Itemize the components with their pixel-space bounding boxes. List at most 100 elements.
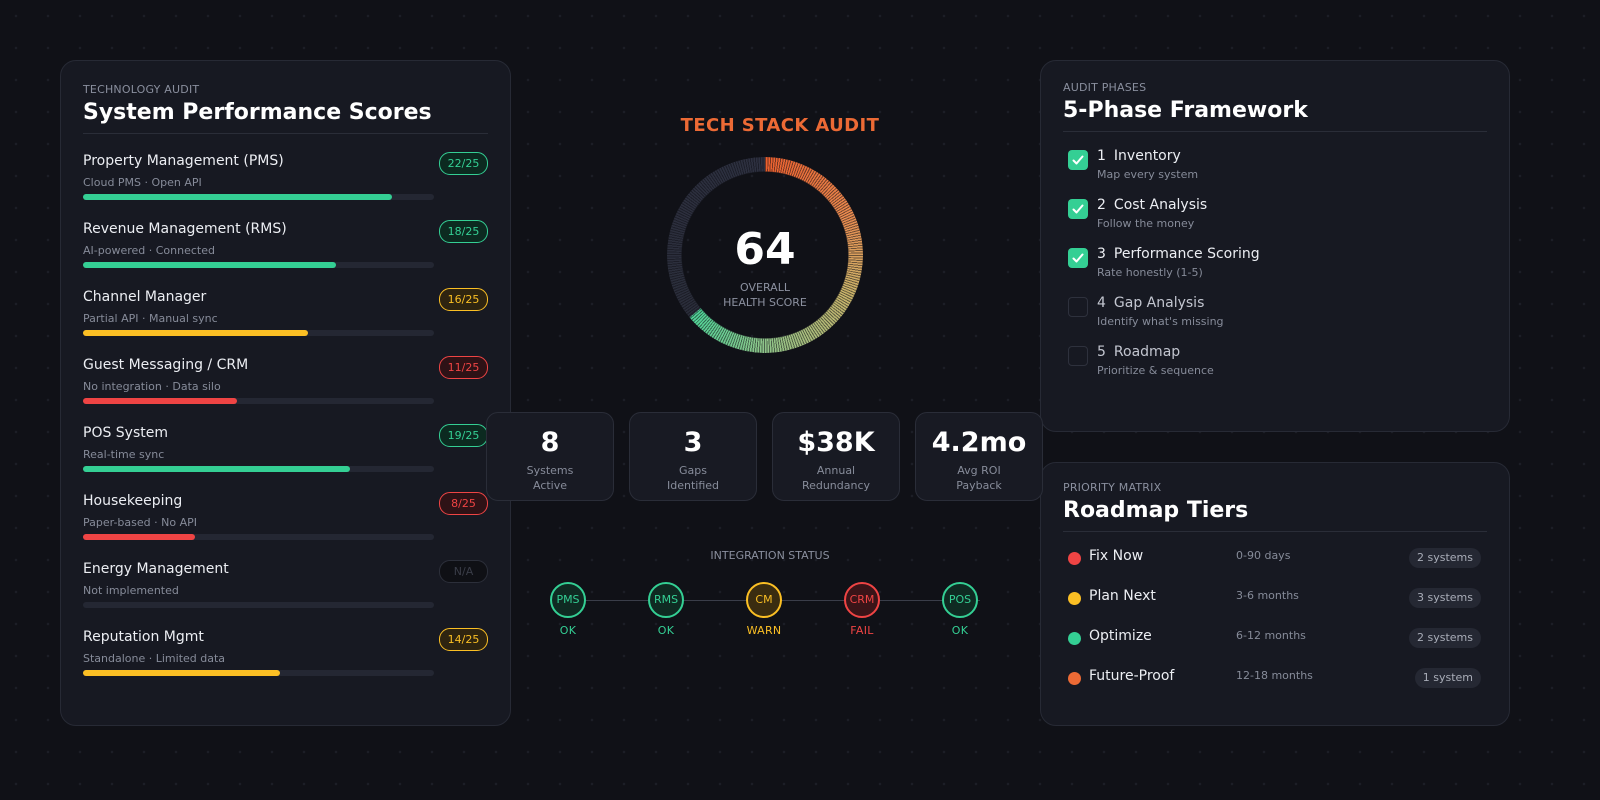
health-score-value: 64: [734, 224, 796, 275]
phase-item[interactable]: 1 Inventory Map every system: [1063, 138, 1487, 187]
phase-name: Cost Analysis: [1113, 197, 1208, 213]
score-row[interactable]: Property Management (PMS) Cloud PMS · Op…: [83, 144, 488, 212]
score-badge: 19/25: [439, 424, 488, 447]
stat-value: $38K: [797, 427, 875, 458]
phase-name: Inventory: [1113, 148, 1181, 164]
stat-label-line2: Identified: [666, 479, 719, 492]
score-bar: [83, 534, 434, 540]
divider: [83, 133, 488, 134]
integration-node-pos[interactable]: POS: [942, 582, 978, 618]
stat-label: Gaps Identified: [630, 463, 756, 493]
roadmap-tiers-panel: PRIORITY MATRIX Roadmap Tiers Fix Now 0-…: [1040, 462, 1510, 726]
integration-status-crm: FAIL: [850, 624, 874, 637]
stat-label-line1: Avg ROI: [957, 464, 1001, 477]
phase-checkbox[interactable]: [1068, 248, 1088, 268]
score-bar-fill: [83, 262, 336, 268]
system-detail: Paper-based · No API: [83, 516, 197, 529]
stat-card-systems: 8 Systems Active: [486, 412, 614, 501]
score-badge: 22/25: [439, 152, 488, 175]
tier-name: Future-Proof: [1089, 668, 1175, 684]
score-bar-fill: [83, 398, 238, 404]
phase-description: Prioritize & sequence: [1097, 364, 1214, 377]
score-row[interactable]: POS System Real-time sync 19/25: [83, 416, 488, 484]
phase-description: Rate honestly (1-5): [1097, 266, 1203, 279]
system-name: Reputation Mgmt: [83, 629, 204, 645]
score-bar: [83, 262, 434, 268]
phase-title: 4 Gap Analysis: [1097, 295, 1204, 311]
score-row[interactable]: Reputation Mgmt Standalone · Limited dat…: [83, 620, 488, 688]
integration-node-crm[interactable]: CRM: [844, 582, 880, 618]
system-name: Guest Messaging / CRM: [83, 357, 249, 373]
tier-row[interactable]: Optimize 6-12 months 2 systems: [1063, 616, 1487, 656]
phase-item[interactable]: 4 Gap Analysis Identify what's missing: [1063, 285, 1487, 334]
tier-count-badge: 2 systems: [1409, 628, 1481, 648]
phase-number: 3: [1097, 246, 1106, 262]
score-badge: 18/25: [439, 220, 488, 243]
stat-label: Annual Redundancy: [773, 463, 899, 493]
score-bar: [83, 602, 434, 608]
score-badge: 8/25: [439, 492, 488, 515]
phase-item[interactable]: 2 Cost Analysis Follow the money: [1063, 187, 1487, 236]
check-icon: [1072, 253, 1084, 263]
health-ring-texture: [667, 157, 863, 353]
tier-row[interactable]: Fix Now 0-90 days 2 systems: [1063, 536, 1487, 576]
audit-phases-panel: AUDIT PHASES 5-Phase Framework 1 Inventor…: [1040, 60, 1510, 432]
tier-row[interactable]: Future-Proof 12-18 months 1 system: [1063, 656, 1487, 696]
tier-list: Fix Now 0-90 days 2 systems Plan Next 3-…: [1063, 536, 1487, 696]
phase-item[interactable]: 3 Performance Scoring Rate honestly (1-5): [1063, 236, 1487, 285]
score-row[interactable]: Energy Management Not implemented N/A: [83, 552, 488, 620]
score-bar-fill: [83, 330, 308, 336]
phase-checkbox[interactable]: [1068, 346, 1088, 366]
phase-checkbox[interactable]: [1068, 199, 1088, 219]
phase-title: 2 Cost Analysis: [1097, 197, 1207, 213]
health-score-ring: [667, 157, 863, 353]
score-row[interactable]: Channel Manager Partial API · Manual syn…: [83, 280, 488, 348]
phase-item[interactable]: 5 Roadmap Prioritize & sequence: [1063, 334, 1487, 383]
dashboard-title: TECH STACK AUDIT: [680, 115, 880, 136]
score-badge: 14/25: [439, 628, 488, 651]
score-row[interactable]: Revenue Management (RMS) AI-powered · Co…: [83, 212, 488, 280]
integration-status-cm: WARN: [746, 624, 782, 637]
panel-title: System Performance Scores: [83, 100, 432, 125]
panel-eyebrow: PRIORITY MATRIX: [1063, 481, 1162, 494]
system-performance-panel: TECHNOLOGY AUDIT System Performance Scor…: [60, 60, 511, 726]
system-name: Revenue Management (RMS): [83, 221, 287, 237]
phase-name: Roadmap: [1113, 344, 1181, 360]
integration-node-rms[interactable]: RMS: [648, 582, 684, 618]
tier-timeframe: 0-90 days: [1236, 549, 1291, 562]
score-bar: [83, 398, 434, 404]
phase-number: 2: [1097, 197, 1106, 213]
score-row[interactable]: Guest Messaging / CRM No integration · D…: [83, 348, 488, 416]
phase-name: Gap Analysis: [1113, 295, 1205, 311]
divider: [1063, 131, 1487, 132]
score-bar-fill: [83, 670, 280, 676]
score-bar-fill: [83, 466, 350, 472]
system-name: Property Management (PMS): [83, 153, 284, 169]
tier-name: Fix Now: [1089, 548, 1144, 564]
tier-count-badge: 3 systems: [1409, 588, 1481, 608]
integration-node-pms[interactable]: PMS: [550, 582, 586, 618]
phase-description: Identify what's missing: [1097, 315, 1224, 328]
tier-name: Optimize: [1089, 628, 1152, 644]
integration-node-cm[interactable]: CM: [746, 582, 782, 618]
score-row[interactable]: Housekeeping Paper-based · No API 8/25: [83, 484, 488, 552]
stat-label-line1: Systems: [526, 464, 574, 477]
tier-count-badge: 2 systems: [1409, 548, 1481, 568]
health-label-line1: OVERALL: [740, 281, 790, 294]
phase-title: 5 Roadmap: [1097, 344, 1180, 360]
divider: [1063, 531, 1487, 532]
stat-value: 3: [683, 427, 703, 458]
stat-label-line1: Annual: [816, 464, 856, 477]
score-bar: [83, 194, 434, 200]
tier-dot-icon: [1068, 592, 1081, 605]
panel-title: 5-Phase Framework: [1063, 98, 1308, 123]
phase-checkbox[interactable]: [1068, 150, 1088, 170]
phase-number: 1: [1097, 148, 1106, 164]
system-detail: No integration · Data silo: [83, 380, 221, 393]
integration-status-pos: OK: [951, 624, 969, 637]
system-detail: AI-powered · Connected: [83, 244, 215, 257]
stat-card-roi-payback: 4.2mo Avg ROI Payback: [915, 412, 1043, 501]
phase-checkbox[interactable]: [1068, 297, 1088, 317]
tier-row[interactable]: Plan Next 3-6 months 3 systems: [1063, 576, 1487, 616]
score-badge: N/A: [439, 560, 488, 583]
